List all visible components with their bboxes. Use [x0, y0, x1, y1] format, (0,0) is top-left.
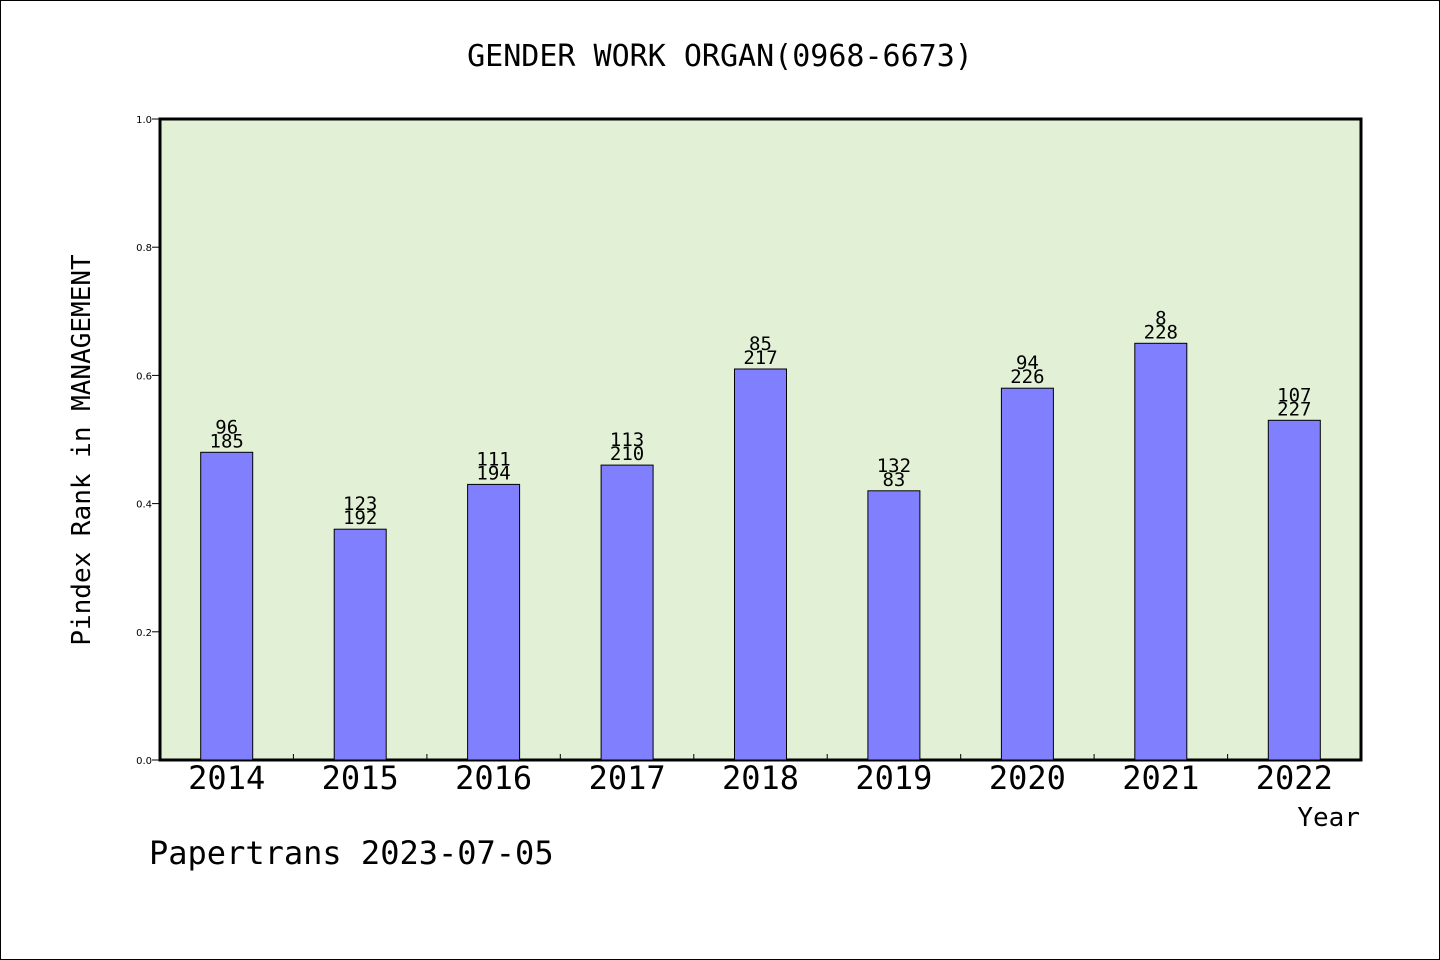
chart-title: GENDER WORK ORGAN(0968-6673)	[467, 39, 973, 74]
bar-2016	[467, 483, 521, 761]
bar-2015	[333, 528, 387, 761]
x-tick-label: 2015	[322, 759, 399, 797]
bar-label-bottom: 227	[1277, 398, 1311, 420]
y-axis: 0.0 0.2 0.4 0.6 0.8 1.0	[136, 115, 160, 767]
x-tick-label: 2017	[589, 759, 666, 797]
bar-label-bottom: 185	[210, 430, 244, 452]
bar-label-bottom: 228	[1144, 321, 1178, 343]
x-tick-label: 2018	[722, 759, 799, 797]
x-tick-label: 2021	[1122, 759, 1199, 797]
y-tick-label: 0.8	[136, 243, 152, 254]
x-tick-label: 2019	[855, 759, 932, 797]
bars-layer	[200, 342, 1321, 761]
y-tick-label: 1.0	[136, 115, 152, 126]
bar-2019	[867, 490, 921, 761]
bar-label-bottom: 83	[882, 469, 905, 491]
bar-2017	[600, 464, 654, 761]
bar-label-top: 123	[343, 493, 377, 515]
bar-2018	[734, 368, 787, 761]
y-tick-label: 0.6	[136, 371, 152, 382]
bar-2014	[200, 451, 254, 761]
x-tick-label: 2022	[1256, 759, 1333, 797]
bar-2022	[1267, 419, 1321, 761]
data-labels: 9618512319211119411321085217132839422682…	[210, 307, 1312, 529]
x-tick-label: 2014	[188, 759, 265, 797]
bar-label-top: 85	[749, 333, 772, 355]
x-tick-label: 2020	[989, 759, 1066, 797]
bar-label-top: 96	[215, 416, 238, 438]
bar-label-top: 8	[1155, 307, 1166, 329]
x-axis-label: Year	[1297, 803, 1360, 833]
y-tick-label: 0.4	[136, 500, 152, 511]
x-axis: 2014 2015 2016 2017 2018 2019 2020 2021 2022	[188, 754, 1333, 797]
x-tick-label: 2016	[455, 759, 532, 797]
y-tick-label: 0.0	[136, 756, 152, 767]
y-tick-label: 0.2	[136, 628, 152, 639]
bar-label-top: 113	[610, 429, 644, 451]
bar-label-bottom: 226	[1010, 366, 1044, 388]
bar-label-bottom: 194	[476, 462, 510, 484]
bar-label-bottom: 192	[343, 507, 377, 529]
bar-2021	[1134, 342, 1188, 761]
footer-watermark: Papertrans 2023-07-05	[149, 834, 554, 872]
bar-label-top: 132	[877, 455, 911, 477]
bar-label-top: 94	[1016, 352, 1039, 374]
y-axis-label: Pindex Rank in MANAGEMENT	[67, 254, 97, 646]
bar-2020	[1000, 387, 1054, 761]
bar-label-top: 111	[476, 448, 510, 470]
bar-label-bottom: 217	[743, 347, 777, 369]
bar-label-top: 107	[1277, 384, 1311, 406]
bar-label-bottom: 210	[610, 443, 644, 465]
